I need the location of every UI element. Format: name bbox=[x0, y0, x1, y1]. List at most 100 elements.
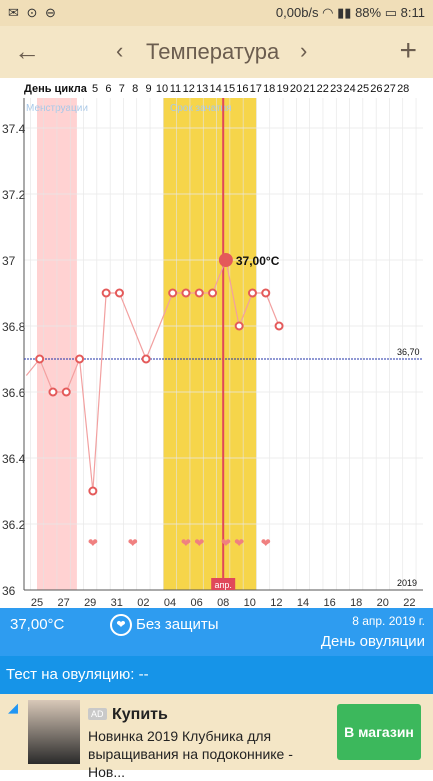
heart-marker-icon: ❤ bbox=[181, 536, 191, 550]
year-label: 2019 bbox=[397, 578, 417, 588]
ad-description[interactable]: Новинка 2019 Клубника для выращивания на… bbox=[88, 728, 293, 780]
battery-percent: 88% bbox=[355, 5, 382, 20]
cycle-day-label: 21 bbox=[303, 83, 315, 95]
cycle-day-label: 20 bbox=[290, 83, 302, 95]
cycle-day-label: 13 bbox=[196, 83, 208, 95]
x-tick-label: 08 bbox=[217, 597, 229, 608]
x-tick-label: 02 bbox=[137, 597, 149, 608]
x-tick-label: 29 bbox=[84, 597, 96, 608]
selected-day-info[interactable]: 37,00°C ❤ Без защиты 8 апр. 2019 г. День… bbox=[0, 608, 433, 656]
selected-month-badge bbox=[211, 578, 236, 590]
cycle-day-label: 16 bbox=[236, 83, 248, 95]
cycle-day-label: 9 bbox=[146, 83, 152, 95]
x-tick-label: 14 bbox=[297, 597, 309, 608]
temperature-point bbox=[101, 288, 111, 298]
y-tick-label: 36 bbox=[2, 584, 16, 598]
ad-choices-icon[interactable]: ◢ bbox=[8, 700, 18, 715]
y-tick-label: 36.2 bbox=[2, 518, 26, 532]
temperature-point bbox=[61, 387, 71, 397]
cycle-day-label: 15 bbox=[223, 83, 235, 95]
cycle-day-label: 27 bbox=[384, 83, 396, 95]
temperature-point bbox=[234, 321, 244, 331]
notification-icons: ✉ ⊙ ⊖ bbox=[8, 5, 58, 20]
y-tick-label: 37 bbox=[2, 254, 16, 268]
day-status: День овуляции bbox=[320, 633, 425, 650]
clock: 8:11 bbox=[400, 5, 425, 20]
y-tick-label: 36.8 bbox=[2, 320, 26, 334]
cycle-day-label: 23 bbox=[330, 83, 342, 95]
ovulation-test-bar[interactable]: Тест на овуляцию: -- bbox=[0, 656, 433, 694]
heart-marker-icon: ❤ bbox=[261, 536, 271, 550]
x-tick-label: 16 bbox=[323, 597, 335, 608]
cycle-day-label: 12 bbox=[183, 83, 195, 95]
battery-icon: ▭ bbox=[384, 5, 398, 20]
fertile-label: Срок зачатия bbox=[170, 103, 232, 114]
status-right: 0,00b/s ◠ ▮▮ 88% ▭ 8:11 bbox=[276, 5, 425, 21]
temperature-chart[interactable]: Менструации Срок зачатия3636.236.436.636.… bbox=[0, 78, 433, 608]
y-tick-label: 36.4 bbox=[2, 452, 26, 466]
cycle-day-label: 19 bbox=[276, 83, 288, 95]
ad-image[interactable] bbox=[28, 700, 80, 764]
x-tick-label: 18 bbox=[350, 597, 362, 608]
x-tick-label: 25 bbox=[31, 597, 43, 608]
ad-store-button[interactable]: В магазин bbox=[337, 704, 421, 760]
fertile-band bbox=[163, 98, 257, 590]
heart-icon: ❤ bbox=[110, 614, 132, 636]
cycle-day-label: 6 bbox=[105, 83, 111, 95]
cycle-day-label: 22 bbox=[317, 83, 329, 95]
heart-marker-icon: ❤ bbox=[221, 536, 231, 550]
temperature-point bbox=[75, 354, 85, 364]
temperature-point bbox=[274, 321, 284, 331]
y-tick-label: 37.4 bbox=[2, 122, 26, 136]
y-tick-label: 37.2 bbox=[2, 188, 26, 202]
temperature-point bbox=[247, 288, 257, 298]
temperature-point bbox=[194, 288, 204, 298]
temperature-point bbox=[181, 288, 191, 298]
cycle-day-label: 28 bbox=[397, 83, 409, 95]
heart-marker-icon: ❤ bbox=[194, 536, 204, 550]
page-title: Температура bbox=[146, 39, 280, 64]
x-tick-label: 27 bbox=[57, 597, 69, 608]
cycle-day-label: 24 bbox=[343, 83, 355, 95]
temperature-point bbox=[168, 288, 178, 298]
cycle-header-label: День цикла bbox=[24, 83, 88, 95]
app-bar: ← ‹ Температура › + bbox=[0, 26, 433, 78]
back-arrow-icon[interactable]: ← bbox=[14, 36, 40, 66]
selected-temperature-label: 37,00°C bbox=[236, 254, 280, 268]
ad-banner[interactable]: ◢ AD Купить Новинка 2019 Клубника для вы… bbox=[0, 694, 433, 780]
cycle-day-label: 14 bbox=[209, 83, 221, 95]
ad-store-label: В магазин bbox=[344, 724, 414, 740]
heart-marker-icon: ❤ bbox=[88, 536, 98, 550]
cycle-day-label: 18 bbox=[263, 83, 275, 95]
add-icon[interactable]: + bbox=[399, 34, 417, 67]
cycle-day-label: 7 bbox=[119, 83, 125, 95]
temperature-point bbox=[48, 387, 58, 397]
cycle-day-label: 8 bbox=[132, 83, 138, 95]
y-tick-label: 36.6 bbox=[2, 386, 26, 400]
x-tick-label: 06 bbox=[190, 597, 202, 608]
temperature-point bbox=[141, 354, 151, 364]
x-tick-label: 22 bbox=[403, 597, 415, 608]
prev-chevron-icon[interactable]: ‹ bbox=[116, 38, 124, 63]
temperature-point bbox=[208, 288, 218, 298]
x-tick-label: 31 bbox=[111, 597, 123, 608]
selected-temperature-point bbox=[218, 253, 233, 267]
heart-marker-icon: ❤ bbox=[128, 536, 138, 550]
temperature-point bbox=[88, 486, 98, 496]
baseline-label: 36,70 bbox=[397, 347, 420, 357]
x-tick-label: 10 bbox=[244, 597, 256, 608]
heart-marker-icon: ❤ bbox=[234, 536, 244, 550]
temperature-point bbox=[261, 288, 271, 298]
selected-temperature: 37,00°C bbox=[10, 616, 65, 633]
next-chevron-icon[interactable]: › bbox=[300, 38, 308, 63]
network-speed: 0,00b/s bbox=[275, 5, 319, 20]
selected-date: 8 апр. 2019 г. bbox=[352, 614, 425, 628]
cycle-day-label: 5 bbox=[92, 83, 98, 95]
cycle-day-label: 10 bbox=[156, 83, 168, 95]
cycle-day-label: 17 bbox=[250, 83, 262, 95]
temperature-point bbox=[114, 288, 124, 298]
cycle-day-label: 26 bbox=[370, 83, 382, 95]
ad-title[interactable]: Купить bbox=[112, 706, 168, 723]
x-tick-label: 20 bbox=[377, 597, 389, 608]
ovulation-test-label: Тест на овуляцию: -- bbox=[6, 666, 149, 683]
